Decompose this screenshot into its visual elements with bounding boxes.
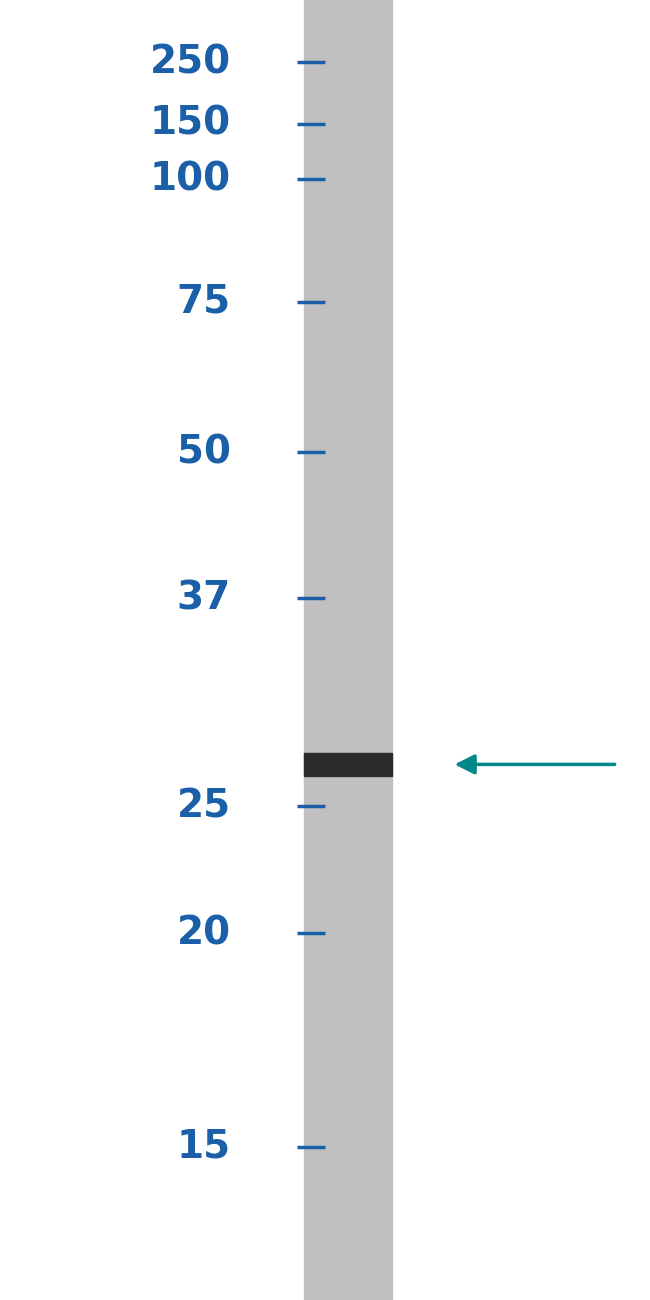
Text: 25: 25 (177, 786, 231, 826)
Text: 50: 50 (177, 433, 231, 472)
Text: 250: 250 (150, 43, 231, 82)
Text: 37: 37 (177, 578, 231, 618)
Text: 20: 20 (177, 914, 231, 953)
Text: 15: 15 (177, 1127, 231, 1166)
Text: 100: 100 (150, 160, 231, 199)
Bar (304, 753, 391, 776)
Text: 75: 75 (177, 282, 231, 321)
Bar (304, 0, 391, 1300)
Text: 150: 150 (150, 104, 231, 143)
